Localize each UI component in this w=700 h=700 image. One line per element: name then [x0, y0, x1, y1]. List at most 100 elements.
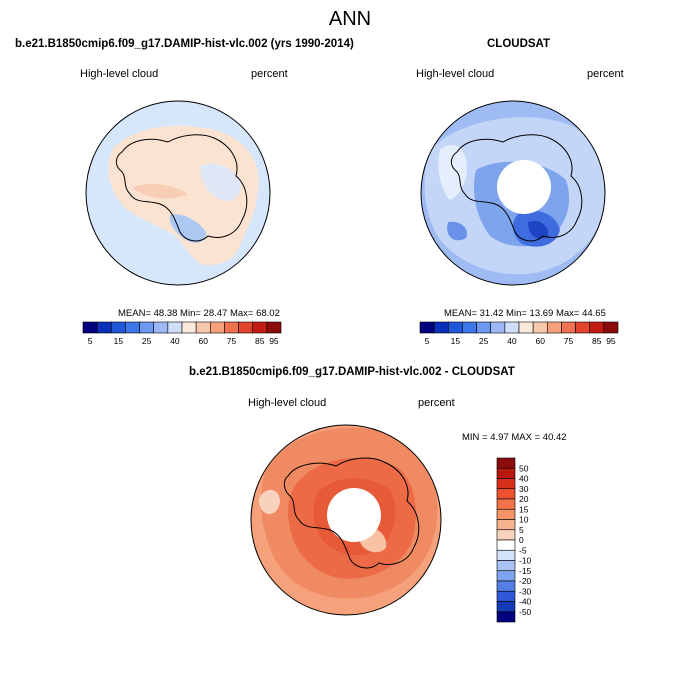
- panel3-title: b.e21.B1850cmip6.f09_g17.DAMIP-hist-vlc.…: [189, 366, 515, 378]
- colorbar-swatch: [266, 321, 282, 334]
- colorbar-swatch: [496, 570, 516, 582]
- colorbar-tick-label: 40: [170, 336, 180, 346]
- panel2-title: CLOUDSAT: [487, 38, 551, 50]
- colorbar-swatch: [496, 590, 516, 602]
- colorbar-swatch: [224, 321, 239, 334]
- panel2-variable-label: High-level cloud: [416, 68, 495, 80]
- colorbar-swatch: [496, 488, 516, 500]
- panel2-polar-data-gap: [497, 160, 551, 214]
- colorbar-tick-label: 75: [227, 336, 237, 346]
- panel1-colorbar: 5 15 25 40 60 75 85 95: [82, 321, 282, 346]
- panel3-map: [251, 425, 441, 615]
- colorbar-swatch: [125, 321, 140, 334]
- colorbar-tick-label: 5: [425, 336, 430, 346]
- panel3-antarctica-coastline: [283, 457, 420, 569]
- colorbar-tick-label: 50: [519, 463, 529, 473]
- colorbar-tick-label: 75: [564, 336, 574, 346]
- panel1-stats: MEAN= 48.38 Min= 28.47 Max= 68.02: [118, 308, 280, 319]
- colorbar-swatch: [139, 321, 155, 334]
- colorbar-swatch: [110, 321, 126, 334]
- panel1-plateau-cool-region: [200, 163, 241, 201]
- panel1-warm-patch: [132, 183, 188, 199]
- colorbar-tick-label: 5: [519, 525, 524, 535]
- colorbar-tick-label: 10: [519, 515, 529, 525]
- panel1-units-label: percent: [251, 68, 288, 80]
- panel2-map: [421, 101, 605, 285]
- colorbar-tick-label: 0: [519, 535, 524, 545]
- colorbar-tick-label: 40: [519, 474, 529, 484]
- colorbar-swatch: [496, 508, 516, 520]
- colorbar-tick-label: -15: [519, 566, 532, 576]
- panel2-units-label: percent: [587, 68, 624, 80]
- panel2-colorbar: 5 15 25 40 60 75 85 95: [419, 321, 619, 346]
- colorbar-swatch: [496, 601, 516, 613]
- colorbar-tick-label: 25: [142, 336, 152, 346]
- panel1-ross-cool-region: [169, 214, 207, 243]
- colorbar-tick-label: 5: [88, 336, 93, 346]
- colorbar-swatch: [490, 321, 506, 334]
- colorbar-swatch: [82, 321, 98, 334]
- colorbar-tick-label: 15: [114, 336, 124, 346]
- colorbar-tick-label: 40: [507, 336, 517, 346]
- colorbar-swatch: [603, 321, 619, 334]
- colorbar-swatch: [496, 529, 516, 541]
- colorbar-tick-label: 15: [451, 336, 461, 346]
- colorbar-swatch: [518, 321, 534, 334]
- colorbar-tick-label: 30: [519, 484, 529, 494]
- colorbar-swatch: [462, 321, 477, 334]
- colorbar-swatch: [209, 321, 225, 334]
- panel1-map: [86, 101, 270, 285]
- figure-title: ANN: [328, 8, 372, 30]
- colorbar-swatch: [496, 519, 516, 531]
- colorbar-tick-label: 95: [606, 336, 616, 346]
- colorbar-swatch: [181, 321, 197, 334]
- colorbar-swatch: [447, 321, 463, 334]
- colorbar-swatch: [504, 321, 520, 334]
- colorbar-tick-label: 60: [535, 336, 545, 346]
- panel2-stats: MEAN= 31.42 Min= 13.69 Max= 44.65: [444, 308, 606, 319]
- panel1-variable-label: High-level cloud: [80, 68, 159, 80]
- colorbar-tick-label: 85: [592, 336, 602, 346]
- colorbar-swatch: [589, 321, 605, 334]
- colorbar-tick-label: 95: [269, 336, 279, 346]
- colorbar-swatch: [96, 321, 112, 334]
- panel2-ross-darkest-region: [528, 220, 549, 239]
- panel3-units-label: percent: [418, 397, 455, 409]
- colorbar-swatch: [419, 321, 435, 334]
- colorbar-swatch: [167, 321, 183, 334]
- colorbar-tick-label: 20: [519, 494, 529, 504]
- colorbar-swatch: [496, 467, 516, 479]
- colorbar-swatch: [238, 321, 254, 334]
- panel3-stats: MIN = 4.97 MAX = 40.42: [462, 432, 567, 443]
- colorbar-swatch: [153, 321, 169, 334]
- colorbar-swatch: [496, 498, 516, 510]
- colorbar-swatch: [575, 321, 591, 334]
- colorbar-swatch: [496, 457, 516, 469]
- colorbar-swatch: [496, 611, 516, 623]
- colorbar-swatch: [496, 549, 516, 561]
- colorbar-swatch: [561, 321, 576, 334]
- panel1-map-border: [85, 100, 271, 286]
- colorbar-swatch: [496, 478, 516, 490]
- panel1-title: b.e21.B1850cmip6.f09_g17.DAMIP-hist-vlc.…: [15, 38, 354, 50]
- colorbar-tick-label: -30: [519, 586, 532, 596]
- panel1-antarctica-coastline: [115, 134, 248, 242]
- colorbar-tick-label: 15: [519, 504, 529, 514]
- colorbar-swatch: [195, 321, 211, 334]
- colorbar-tick-label: -40: [519, 597, 532, 607]
- colorbar-tick-label: -5: [519, 545, 527, 555]
- panel2-ocean-mid-patch: [447, 221, 467, 241]
- colorbar-swatch: [433, 321, 449, 334]
- colorbar-swatch: [252, 321, 268, 334]
- panel3-weak-patch-west: [259, 489, 280, 515]
- panel2-map-border: [420, 100, 606, 286]
- colorbar-swatch: [476, 321, 492, 334]
- colorbar-swatch: [532, 321, 548, 334]
- colorbar-tick-label: 25: [479, 336, 489, 346]
- colorbar-tick-label: 60: [198, 336, 208, 346]
- colorbar-tick-label: -10: [519, 556, 532, 566]
- colorbar-tick-label: -20: [519, 576, 532, 586]
